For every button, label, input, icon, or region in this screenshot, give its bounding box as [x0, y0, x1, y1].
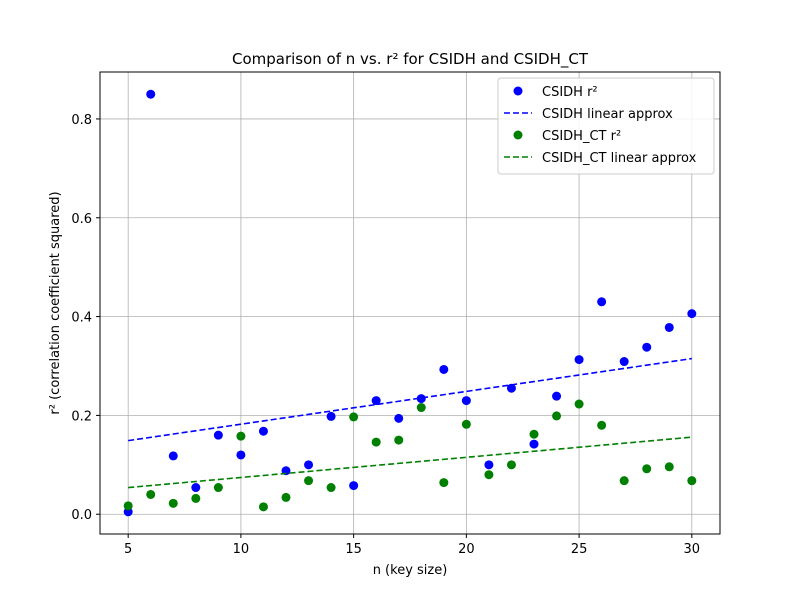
- data-point-0: [236, 450, 246, 460]
- data-point-2: [416, 403, 426, 413]
- legend-entry-label: CSIDH linear approx: [542, 107, 673, 122]
- data-point-2: [506, 460, 516, 470]
- data-point-0: [461, 396, 471, 406]
- x-tick-label: 25: [571, 542, 588, 557]
- data-point-0: [687, 309, 697, 319]
- data-point-0: [484, 460, 494, 470]
- data-point-0: [619, 357, 629, 367]
- x-tick-label: 15: [345, 542, 362, 557]
- data-point-2: [191, 493, 201, 503]
- x-tick-label: 5: [124, 542, 132, 557]
- data-point-2: [326, 483, 336, 493]
- data-point-2: [281, 492, 291, 502]
- data-point-2: [304, 476, 314, 486]
- data-point-2: [168, 498, 178, 508]
- data-point-2: [461, 419, 471, 429]
- legend-frame: [497, 77, 715, 175]
- data-point-0: [213, 430, 223, 440]
- data-point-2: [146, 489, 156, 499]
- data-point-2: [394, 435, 404, 445]
- data-point-2: [552, 411, 562, 421]
- data-point-2: [258, 502, 268, 512]
- data-point-0: [191, 483, 201, 493]
- data-point-2: [529, 429, 539, 439]
- legend-swatch-marker: [513, 86, 523, 96]
- y-axis-label: r² (correlation coefficient squared): [48, 191, 63, 414]
- data-point-0: [371, 396, 381, 406]
- data-point-0: [258, 426, 268, 436]
- legend-swatch-marker: [513, 130, 523, 140]
- y-tick-label: 0.4: [71, 311, 92, 326]
- data-point-2: [687, 476, 697, 486]
- data-point-0: [664, 322, 674, 332]
- data-point-0: [529, 439, 539, 449]
- y-tick-label: 0.6: [71, 212, 92, 227]
- data-point-0: [439, 364, 449, 374]
- data-point-2: [619, 476, 629, 486]
- plot-frame: [99, 71, 721, 535]
- data-point-0: [506, 383, 516, 393]
- legend: CSIDH r² CSIDH linear approx CSIDH_CT r² CS…: [497, 77, 715, 175]
- axis-ticks: 5 10 15 20 25 30 0.0 0.2 0.4 0.6 0.8: [71, 113, 700, 557]
- data-point-0: [349, 481, 359, 491]
- legend-entry-label: CSIDH r²: [542, 85, 598, 100]
- data-point-0: [574, 355, 584, 365]
- y-tick-label: 0.8: [71, 113, 92, 128]
- y-tick-label: 0.2: [71, 409, 92, 424]
- y-tick-label: 0.0: [71, 508, 92, 523]
- series: [123, 89, 697, 517]
- data-point-2: [484, 470, 494, 480]
- legend-entry-label: CSIDH_CT linear approx: [542, 151, 697, 166]
- x-tick-label: 30: [684, 542, 701, 557]
- data-point-2: [123, 501, 133, 511]
- x-tick-label: 10: [233, 542, 250, 557]
- trend-line-1: [128, 357, 692, 442]
- data-point-2: [236, 431, 246, 441]
- data-point-2: [597, 420, 607, 430]
- data-point-2: [574, 399, 584, 409]
- data-point-2: [642, 464, 652, 474]
- data-point-2: [439, 478, 449, 488]
- data-point-2: [349, 412, 359, 422]
- chart-title: Comparison of n vs. r² for CSIDH and CSI…: [232, 50, 589, 69]
- data-point-0: [642, 342, 652, 352]
- data-point-0: [146, 89, 156, 99]
- data-point-0: [416, 394, 426, 404]
- data-point-2: [213, 483, 223, 493]
- data-point-2: [371, 437, 381, 447]
- legend-entry-label: CSIDH_CT r²: [542, 129, 621, 144]
- data-point-2: [664, 462, 674, 472]
- data-point-0: [394, 413, 404, 423]
- x-axis-label: n (key size): [373, 563, 448, 578]
- data-point-0: [597, 297, 607, 307]
- data-point-0: [326, 411, 336, 421]
- trend-line-3: [128, 436, 692, 489]
- data-point-0: [304, 460, 314, 470]
- data-point-0: [552, 391, 562, 401]
- data-point-0: [168, 451, 178, 461]
- x-tick-label: 20: [458, 542, 475, 557]
